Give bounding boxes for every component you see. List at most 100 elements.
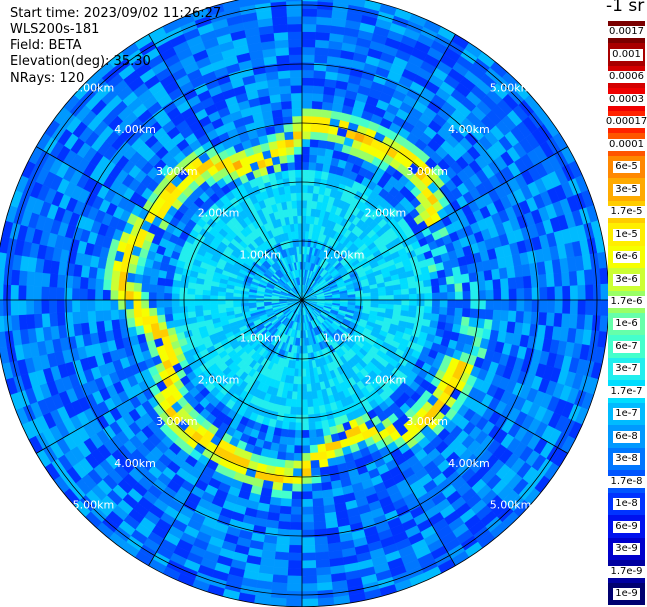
beta-gate (86, 299, 96, 312)
beta-gate (295, 406, 303, 416)
beta-gate (307, 184, 315, 194)
beta-gate (313, 528, 328, 538)
beta-gate (163, 299, 173, 308)
beta-gate (378, 295, 387, 301)
colorbar-level-label: 0.0006 (607, 71, 646, 84)
colorbar-level: 0.0006 (607, 65, 646, 89)
beta-gate (314, 551, 330, 561)
beta-gate (179, 311, 189, 320)
beta-gate (301, 200, 308, 209)
beta-gate (422, 279, 432, 288)
beta-gate (312, 398, 320, 408)
field-name: Field: BETA (10, 38, 82, 53)
beta-gate (280, 490, 293, 500)
colorbar-level: 1e-9 (608, 582, 645, 606)
beta-gate (314, 543, 329, 554)
colorbar-level-label: 3e-9 (613, 543, 640, 556)
beta-gate (370, 299, 379, 305)
beta-gate (290, 498, 303, 508)
beta-gate (315, 31, 331, 41)
beta-gate (209, 299, 218, 306)
beta-gate (294, 154, 303, 163)
beta-gate (286, 575, 303, 585)
beta-gate (431, 292, 441, 301)
beta-gate (492, 278, 502, 291)
beta-gate (287, 429, 296, 439)
beta-gate (270, 101, 283, 111)
beta-gate (276, 528, 291, 538)
beta-gate (102, 289, 111, 301)
range-ring-label: 2.00km (365, 373, 407, 386)
beta-gate (301, 92, 314, 102)
beta-gate (307, 414, 316, 423)
beta-gate (285, 146, 295, 156)
beta-gate (316, 8, 333, 19)
beta-gate (446, 283, 456, 293)
beta-gate (553, 272, 563, 288)
beta-gate (48, 299, 58, 314)
beta-gate (148, 283, 158, 293)
beta-gate (295, 238, 300, 247)
beta-gate (277, 69, 291, 80)
beta-gate (439, 292, 448, 301)
beta-gate (313, 69, 327, 80)
beta-gate (79, 276, 89, 290)
beta-gate (79, 299, 88, 312)
beta-gate (401, 299, 410, 306)
beta-gate (102, 278, 112, 291)
beta-gate (311, 108, 323, 118)
beta-gate (149, 314, 159, 325)
beta-gate (286, 154, 296, 163)
beta-gate (468, 317, 478, 328)
beta-gate (271, 109, 284, 119)
beta-gate (209, 294, 218, 301)
beta-gate (545, 273, 556, 288)
beta-gate (301, 345, 306, 354)
range-ring-label: 3.00km (156, 165, 198, 178)
beta-gate (446, 307, 456, 317)
beta-gate (278, 154, 288, 164)
beta-gate (10, 299, 19, 316)
beta-gate (33, 313, 43, 329)
instrument-name: WLS200s-181 (10, 22, 100, 37)
ppi-plot: 1.00km2.00km3.00km4.00km5.00km1.00km2.00… (0, 0, 610, 607)
beta-gate (171, 286, 181, 294)
beta-gate (296, 399, 303, 408)
beta-gate (491, 319, 501, 332)
beta-gate (306, 391, 313, 400)
colorbar-level: 0.001 (608, 43, 645, 67)
beta-gate (522, 275, 533, 289)
beta-gate (400, 304, 410, 312)
colorbar-level: 1e-5 (608, 223, 645, 247)
beta-gate (313, 520, 327, 531)
beta-gate (125, 281, 135, 292)
colorbar-level: 6e-5 (608, 155, 645, 179)
beta-gate (301, 69, 315, 79)
beta-gate (462, 299, 471, 310)
beta-gate (314, 46, 329, 57)
beta-gate (301, 77, 314, 86)
beta-gate (492, 309, 502, 322)
beta-gate (248, 299, 257, 304)
beta-gate (298, 361, 303, 370)
beta-gate (271, 481, 284, 491)
beta-gate (485, 289, 495, 301)
beta-gate (301, 368, 307, 377)
beta-gate (306, 383, 312, 393)
beta-gate (232, 299, 241, 304)
beta-gate (274, 466, 285, 476)
beta-gate (126, 317, 136, 328)
beta-gate (400, 282, 410, 290)
beta-gate (288, 421, 296, 431)
beta-gate (194, 304, 204, 312)
beta-gate (310, 131, 320, 141)
beta-gate (306, 398, 314, 408)
beta-gate (516, 299, 525, 312)
colorbar-level: 6e-8 (608, 425, 645, 449)
colorbar-level-label: 1e-5 (613, 228, 640, 241)
beta-gate (275, 543, 290, 554)
beta-gate (431, 285, 441, 294)
beta-gate (149, 275, 159, 286)
beta-gate (194, 294, 203, 301)
beta-gate (164, 313, 174, 322)
